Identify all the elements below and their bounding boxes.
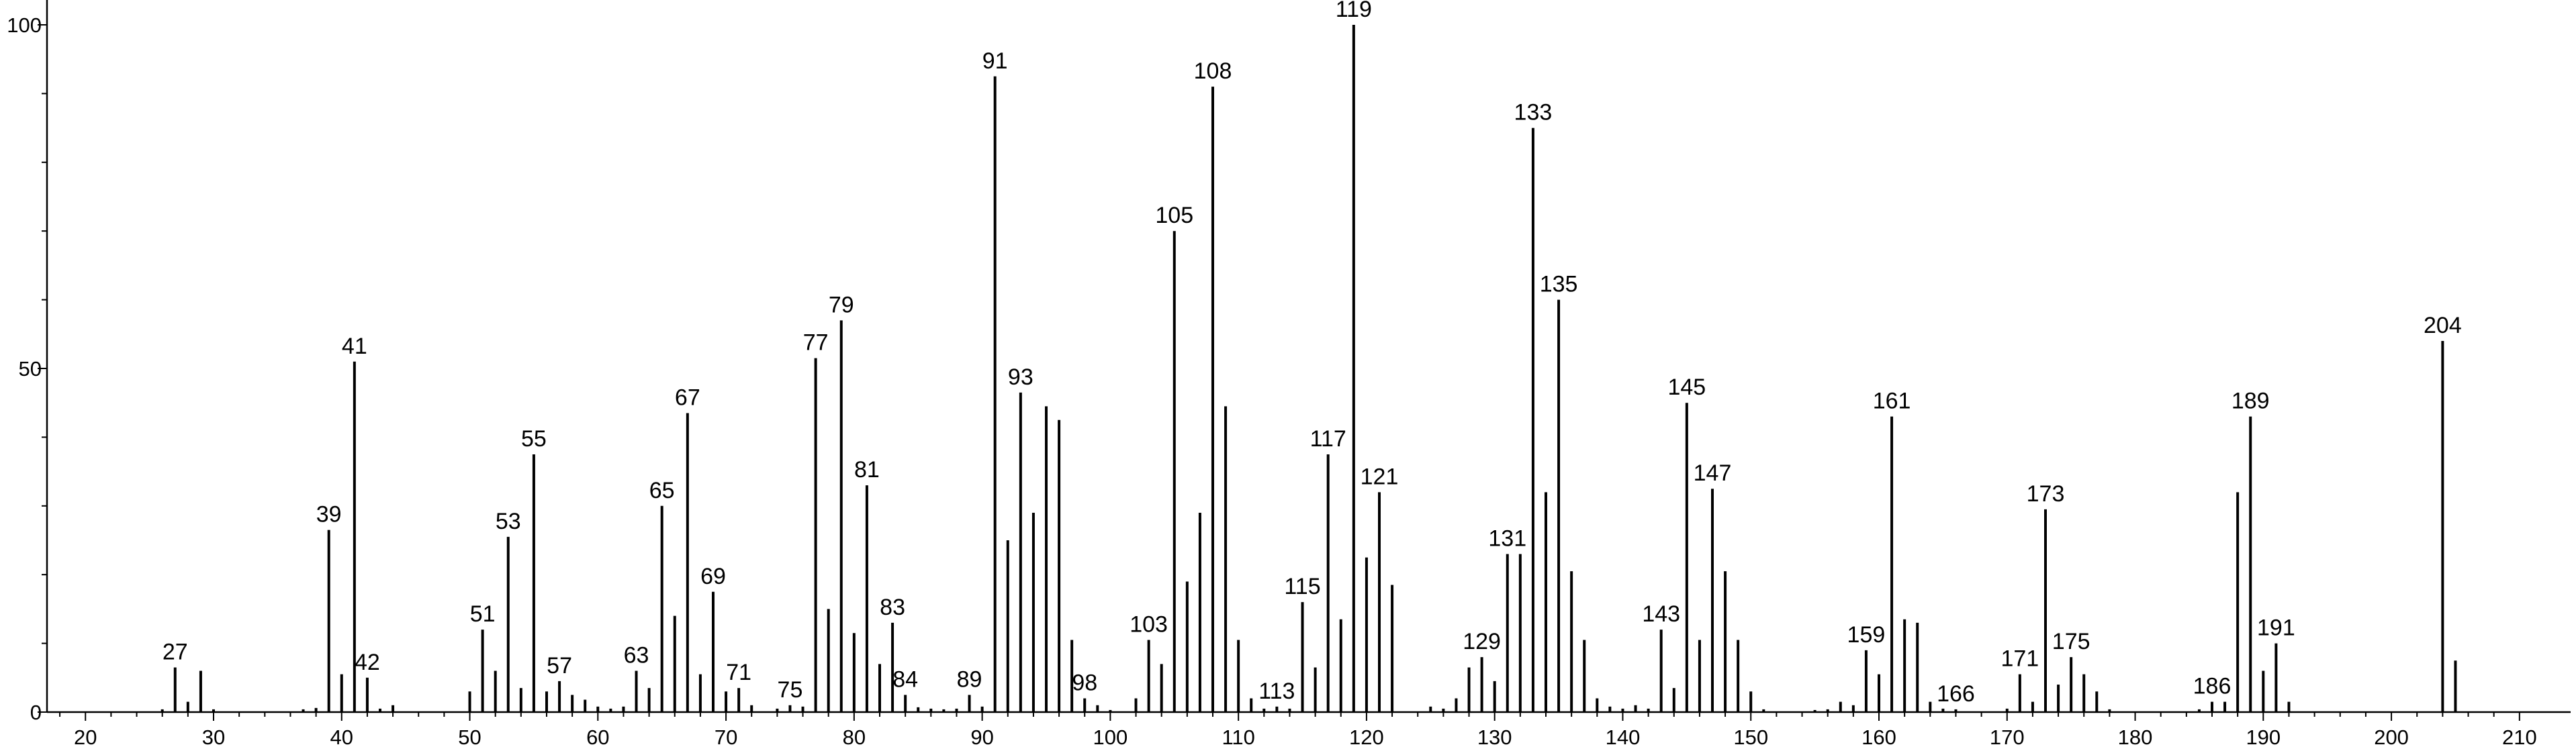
peak-label: 41 <box>342 334 367 359</box>
peak-label: 204 <box>2424 313 2462 338</box>
peak-label: 42 <box>355 650 380 675</box>
peak-label: 189 <box>2232 389 2270 414</box>
y-tick-label: 50 <box>19 357 42 381</box>
peak-label: 81 <box>854 457 880 483</box>
peak-label: 55 <box>521 426 547 452</box>
peak-label: 89 <box>957 666 982 692</box>
x-tick-label: 190 <box>2246 726 2281 749</box>
peak-label: 63 <box>624 643 649 668</box>
peak-label: 53 <box>496 509 521 534</box>
peak-label: 103 <box>1130 611 1168 637</box>
x-tick-label: 80 <box>843 726 866 749</box>
peak-label: 119 <box>1336 0 1372 22</box>
y-axis-ticks: 0 50 100 <box>7 13 47 724</box>
x-tick-label: 210 <box>2502 726 2537 749</box>
peak-label: 133 <box>1514 100 1553 126</box>
x-tick-label: 60 <box>586 726 609 749</box>
peak-label: 175 <box>2052 629 2090 654</box>
x-tick-label: 110 <box>1222 726 1254 749</box>
x-tick-label: 100 <box>1093 726 1128 749</box>
peak-label: 57 <box>547 653 572 679</box>
peak-label: 145 <box>1667 374 1706 400</box>
x-tick-label: 50 <box>458 726 481 749</box>
peak-label: 69 <box>700 564 726 589</box>
x-tick-label: 90 <box>970 726 993 749</box>
peak-label: 121 <box>1361 464 1399 489</box>
peak-label: 135 <box>1540 272 1578 297</box>
peak-label: 93 <box>1008 364 1033 390</box>
peak-label: 115 <box>1284 574 1320 599</box>
peak-label: 186 <box>2193 674 2232 699</box>
x-tick-label: 140 <box>1606 726 1641 749</box>
x-tick-label: 120 <box>1349 726 1384 749</box>
peak-label: 39 <box>316 502 342 528</box>
x-axis-ticks: 20 30 40 50 60 70 80 90 100 110 120 130 140 150 160 170… <box>59 712 2537 749</box>
peak-label: 159 <box>1847 622 1886 648</box>
peak-label: 51 <box>470 601 496 627</box>
peak-label: 84 <box>892 666 918 692</box>
peak-label: 83 <box>880 595 905 620</box>
x-tick-label: 160 <box>1861 726 1896 749</box>
peak-label: 98 <box>1072 670 1097 696</box>
peak-label: 161 <box>1873 389 1911 414</box>
x-tick-label: 20 <box>74 726 97 749</box>
x-tick-label: 30 <box>202 726 225 749</box>
peak-label: 147 <box>1694 460 1732 486</box>
y-tick-label: 0 <box>30 701 42 724</box>
peak-label: 108 <box>1194 58 1232 84</box>
peak-label: 91 <box>982 48 1008 74</box>
peak-label: 166 <box>1937 681 1975 707</box>
peak-label: 65 <box>649 478 675 503</box>
peak-label: 77 <box>803 330 829 356</box>
peak-label: 75 <box>778 677 803 703</box>
x-tick-label: 200 <box>2374 726 2409 749</box>
x-tick-label: 180 <box>2118 726 2153 749</box>
y-tick-label: 100 <box>7 13 42 37</box>
peak-label: 71 <box>726 660 751 685</box>
peak-label: 191 <box>2257 615 2295 641</box>
x-tick-label: 70 <box>715 726 737 749</box>
x-tick-label: 170 <box>1990 726 2025 749</box>
peak-label: 117 <box>1310 426 1346 452</box>
peak-label: 27 <box>163 639 188 664</box>
peak-label: 173 <box>2027 481 2065 507</box>
peak-label: 129 <box>1463 629 1501 654</box>
peak-label: 171 <box>2000 646 2039 672</box>
x-tick-label: 40 <box>330 726 353 749</box>
peak-label: 79 <box>829 292 854 317</box>
peak-label: 113 <box>1258 679 1295 704</box>
peak-label: 131 <box>1488 526 1526 551</box>
x-tick-label: 130 <box>1477 726 1512 749</box>
peak-label: 105 <box>1155 203 1193 228</box>
peak-label: 67 <box>675 385 700 411</box>
spectrum-bars <box>160 25 2457 712</box>
x-tick-label: 150 <box>1733 726 1768 749</box>
peak-label: 143 <box>1642 601 1680 627</box>
